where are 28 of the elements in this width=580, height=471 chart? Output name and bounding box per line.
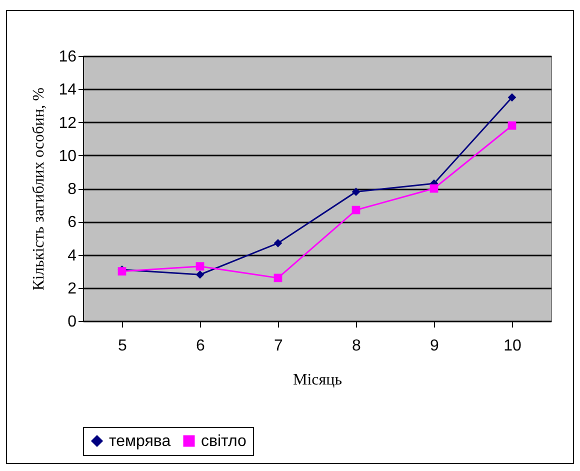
legend-label: світло <box>201 433 247 450</box>
point <box>274 274 282 282</box>
point <box>508 121 516 130</box>
y-tick-label: 10 <box>58 148 77 165</box>
point <box>352 188 360 196</box>
x-tick-label: 9 <box>430 338 440 354</box>
x-tick-label: 8 <box>352 338 362 354</box>
point <box>430 184 438 193</box>
y-tick-label: 6 <box>68 214 77 232</box>
point <box>508 93 516 102</box>
x-tick-label: 5 <box>118 338 128 354</box>
y-tick-label: 8 <box>68 181 77 198</box>
y-tick-label: 16 <box>58 48 77 66</box>
x-axis-title: Місяць <box>293 372 342 388</box>
point <box>352 206 360 214</box>
x-tick-label: 7 <box>274 338 284 354</box>
point <box>196 270 204 279</box>
y-tick-label: 2 <box>68 280 77 298</box>
x-tick-label: 10 <box>504 338 522 354</box>
y-tick-label: 0 <box>68 314 77 330</box>
y-tick-label: 12 <box>58 114 77 132</box>
point <box>274 238 282 248</box>
legend-label: темрява <box>109 433 171 450</box>
point <box>196 262 204 271</box>
y-tick-label: 14 <box>58 82 77 99</box>
y-tick-label: 4 <box>68 247 77 264</box>
y-axis-title: Кількість загиблих особин, % <box>30 88 48 290</box>
x-tick-label: 6 <box>196 338 206 354</box>
